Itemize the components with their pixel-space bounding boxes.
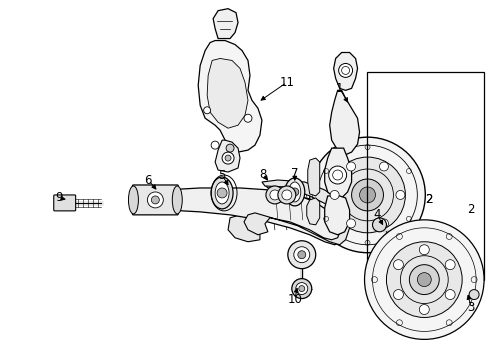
Ellipse shape xyxy=(285,178,305,206)
Text: 2: 2 xyxy=(467,203,475,216)
Ellipse shape xyxy=(128,186,138,214)
Circle shape xyxy=(211,141,219,149)
Circle shape xyxy=(445,289,455,300)
Circle shape xyxy=(296,283,308,294)
Circle shape xyxy=(217,188,227,198)
Polygon shape xyxy=(228,182,352,242)
Polygon shape xyxy=(307,198,319,225)
Circle shape xyxy=(379,162,389,171)
Text: 11: 11 xyxy=(279,76,294,89)
Circle shape xyxy=(330,190,339,199)
Circle shape xyxy=(445,260,455,270)
Circle shape xyxy=(270,190,280,200)
Ellipse shape xyxy=(289,182,301,202)
Polygon shape xyxy=(330,90,360,155)
Polygon shape xyxy=(198,41,262,152)
Circle shape xyxy=(266,186,284,204)
Circle shape xyxy=(288,241,316,269)
FancyBboxPatch shape xyxy=(132,185,178,215)
Text: 10: 10 xyxy=(287,293,302,306)
Circle shape xyxy=(419,305,429,315)
Polygon shape xyxy=(325,196,349,235)
Text: 2: 2 xyxy=(425,193,433,206)
Circle shape xyxy=(151,196,159,204)
Circle shape xyxy=(365,220,484,339)
Circle shape xyxy=(393,260,403,270)
Circle shape xyxy=(372,218,387,232)
Polygon shape xyxy=(334,53,358,90)
Circle shape xyxy=(147,192,163,208)
Circle shape xyxy=(393,289,403,300)
Circle shape xyxy=(278,186,296,204)
Polygon shape xyxy=(146,188,344,245)
Text: 3: 3 xyxy=(467,301,475,314)
Circle shape xyxy=(339,63,353,77)
Ellipse shape xyxy=(215,182,229,204)
Circle shape xyxy=(387,242,462,318)
Circle shape xyxy=(225,155,231,161)
Ellipse shape xyxy=(172,186,182,214)
Text: 1: 1 xyxy=(336,82,343,95)
Polygon shape xyxy=(148,190,352,238)
Ellipse shape xyxy=(211,177,233,209)
FancyBboxPatch shape xyxy=(54,195,75,211)
Polygon shape xyxy=(207,58,248,128)
Circle shape xyxy=(346,162,356,171)
Circle shape xyxy=(330,157,405,233)
Polygon shape xyxy=(213,9,238,39)
Polygon shape xyxy=(325,148,352,198)
Circle shape xyxy=(299,285,305,292)
Polygon shape xyxy=(308,158,319,196)
Text: 7: 7 xyxy=(291,167,298,180)
Circle shape xyxy=(298,251,306,259)
Circle shape xyxy=(409,265,439,294)
Circle shape xyxy=(419,245,429,255)
Text: 9: 9 xyxy=(55,192,62,204)
Circle shape xyxy=(292,279,312,298)
Circle shape xyxy=(226,144,234,152)
Polygon shape xyxy=(215,140,240,172)
Circle shape xyxy=(222,152,234,164)
Circle shape xyxy=(417,273,431,287)
Text: 6: 6 xyxy=(145,174,152,186)
Circle shape xyxy=(469,289,479,300)
Circle shape xyxy=(379,219,389,228)
Circle shape xyxy=(346,219,356,228)
Circle shape xyxy=(329,166,346,184)
Bar xyxy=(367,72,484,280)
Circle shape xyxy=(244,114,252,122)
Circle shape xyxy=(282,190,292,200)
Circle shape xyxy=(291,188,299,196)
Circle shape xyxy=(294,247,310,263)
Circle shape xyxy=(204,107,211,114)
Circle shape xyxy=(352,179,384,211)
Text: 8: 8 xyxy=(259,167,267,180)
Text: 5: 5 xyxy=(219,168,226,181)
Circle shape xyxy=(310,137,425,253)
Circle shape xyxy=(360,187,375,203)
Polygon shape xyxy=(244,180,349,245)
Circle shape xyxy=(396,190,405,199)
Text: 2: 2 xyxy=(425,193,433,206)
Text: 4: 4 xyxy=(374,208,381,221)
